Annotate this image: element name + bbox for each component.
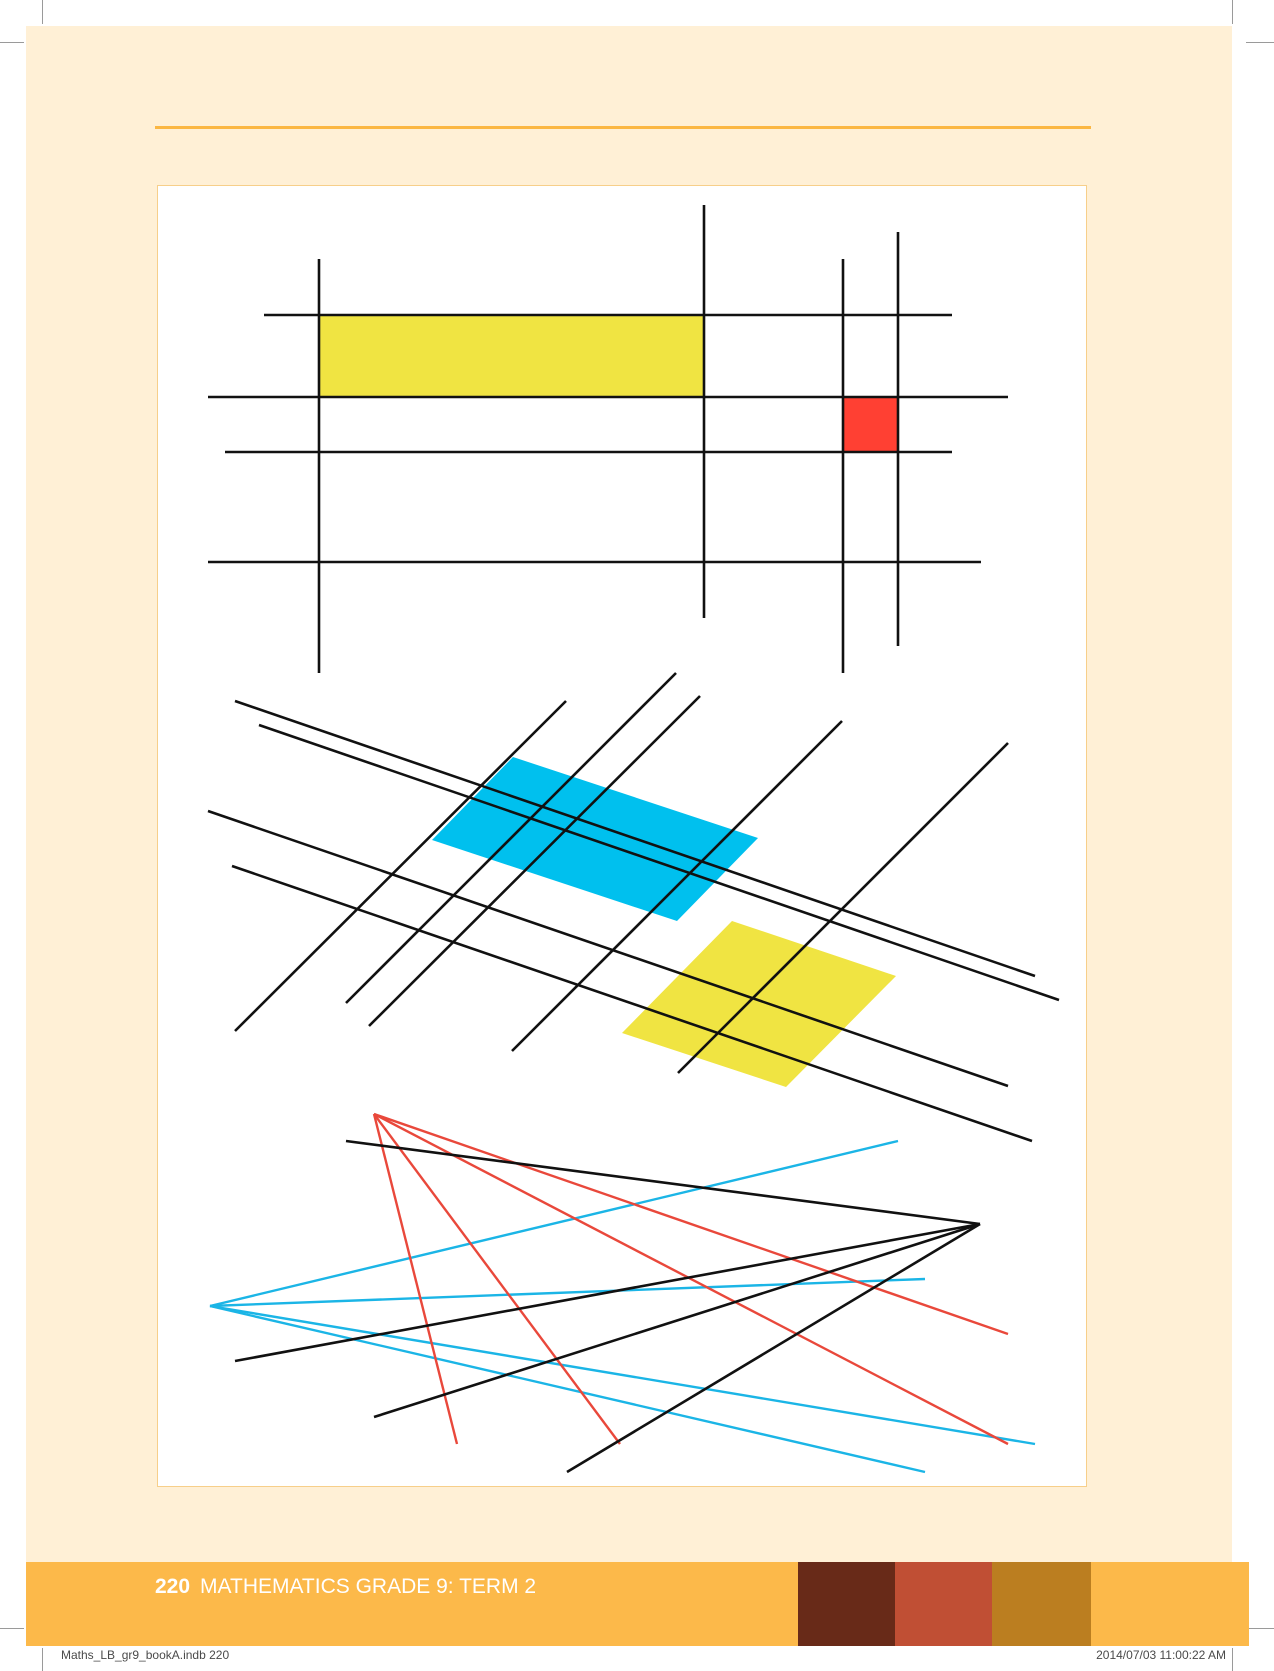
crop-mark-left-bottom xyxy=(0,1628,24,1629)
slanted-composition xyxy=(207,672,1060,1143)
crop-mark-right-bottom xyxy=(1246,1628,1274,1629)
red-square xyxy=(843,397,898,452)
blue-fan-line-3 xyxy=(209,1304,1036,1446)
blue-fan-line-1 xyxy=(209,1139,899,1308)
slant-line-b4 xyxy=(511,720,843,1052)
page-number: 220 xyxy=(155,1575,191,1598)
color-swatch-3 xyxy=(992,1562,1091,1646)
slant-line-a3 xyxy=(207,809,1009,1088)
slug-timestamp: 2014/07/03 11:00:22 AM xyxy=(1096,1648,1226,1662)
black-fan-line-4 xyxy=(566,1222,981,1474)
crop-mark-bottom-left xyxy=(42,1648,43,1671)
footer-label: 220 MATHEMATICS GRADE 9: TERM 2 xyxy=(155,1572,536,1602)
line-fan-composition xyxy=(209,1112,1036,1474)
artwork-svg xyxy=(207,205,1060,1474)
blue-parallelogram xyxy=(432,757,758,921)
yellow-parallelogram xyxy=(622,921,896,1087)
red-fan-line-4 xyxy=(373,1112,1009,1336)
slant-line-a1 xyxy=(234,699,1036,978)
crop-mark-bottom-right xyxy=(1232,1648,1233,1671)
black-fan-line-1 xyxy=(345,1139,981,1226)
red-fan-line-1 xyxy=(372,1113,459,1445)
crop-mark-top-right xyxy=(1232,0,1233,24)
slant-line-a2 xyxy=(258,723,1060,1002)
color-swatch-2 xyxy=(895,1562,992,1646)
red-fan-line-3 xyxy=(373,1112,1009,1446)
slant-line-b3 xyxy=(368,695,701,1027)
slant-line-a4 xyxy=(231,864,1033,1143)
slant-line-b2 xyxy=(345,672,677,1004)
slant-line-b5 xyxy=(677,742,1009,1074)
color-swatch-1 xyxy=(798,1562,895,1646)
blue-fan-line-4 xyxy=(209,1304,926,1474)
crop-mark-left-top xyxy=(0,42,24,43)
artwork-figure xyxy=(157,185,1087,1487)
red-fan-line-2 xyxy=(373,1113,621,1445)
crop-mark-top-left xyxy=(42,0,43,24)
grid-composition xyxy=(208,205,1008,673)
slant-line-b1 xyxy=(234,700,567,1032)
book-title: MATHEMATICS GRADE 9: TERM 2 xyxy=(200,1575,537,1598)
yellow-rectangle xyxy=(319,315,704,397)
blue-fan-line-2 xyxy=(209,1277,926,1308)
black-fan-line-2 xyxy=(234,1222,981,1363)
crop-mark-right-top xyxy=(1246,42,1274,43)
slug-filename: Maths_LB_gr9_bookA.indb 220 xyxy=(61,1648,230,1662)
black-fan-line-3 xyxy=(373,1222,981,1419)
top-rule xyxy=(155,126,1091,129)
